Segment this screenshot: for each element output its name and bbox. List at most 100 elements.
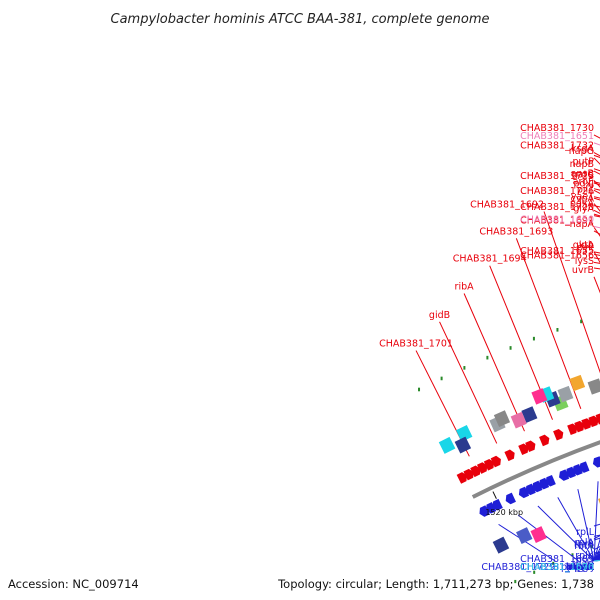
gene-label: CHAB381_1732 [520, 141, 594, 152]
feature-box [530, 526, 547, 543]
feature-box [587, 378, 600, 395]
gene-label: CHAB381_1633 [520, 562, 594, 573]
forward-gene-arrow [581, 418, 592, 430]
feature-box [510, 411, 527, 429]
forward-gene-arrow [574, 420, 585, 433]
forward-gene-arrow [567, 423, 578, 436]
gene-label: CHAB381_1641 [520, 562, 594, 573]
leader-line [517, 514, 579, 562]
gene-label: pdxA [570, 198, 595, 209]
gene-label: CHAB381_1728 [520, 202, 594, 213]
gene-label: CHAB381_1729 [481, 562, 555, 573]
leader-line [593, 251, 600, 264]
gene-label: rbfA [574, 541, 594, 552]
gene-label: CHAB381_1596 [520, 562, 594, 573]
gene-label: CHAB381_1632 [520, 562, 594, 573]
leader-line [463, 293, 525, 432]
gene-label: CHAB381_1656 [520, 250, 594, 261]
gene-label: gatC [572, 170, 595, 181]
gene-label: uvrB [572, 265, 594, 276]
gene-label: rplL [576, 527, 595, 538]
gc-dot [556, 327, 559, 332]
feature-box [521, 406, 538, 423]
gene-label: dnaG [569, 562, 594, 573]
reverse-gene-arrow [525, 483, 536, 496]
reverse-gene-arrow [532, 480, 543, 493]
feature-box [516, 527, 533, 545]
feature-box [493, 410, 511, 428]
gene-label: nusG [570, 562, 594, 573]
reverse-gene-arrow [518, 486, 530, 499]
leader-line [593, 197, 600, 201]
forward-gene-arrow [463, 468, 474, 481]
gene-label: CHAB381_1691 [520, 215, 594, 226]
gene-label: CHAB381_1651 [520, 131, 594, 142]
gene-label: CHAB381_1622 [520, 562, 594, 573]
tick-label: 1520 kbp [485, 508, 523, 517]
kbp-ticks: 1520 kbp1540 kbp1560 kbp1580 kbp1600 kbp… [485, 491, 523, 517]
leader-line [593, 209, 600, 215]
reverse-gene-arrow [565, 466, 576, 479]
gene-label: napB [570, 159, 594, 170]
leader-line [593, 534, 600, 537]
gene-label: rpsT [573, 562, 594, 573]
reverse-gene-arrow [579, 461, 590, 473]
gene-label: CHAB381_1693 [479, 226, 553, 237]
gene-label: aroE [573, 177, 594, 188]
accession-text: Accession: NC_009714 [8, 577, 139, 591]
reverse-gene-arrow [592, 456, 600, 468]
leader-line [593, 251, 600, 254]
gene-label: CHAB381_1661 [520, 562, 594, 573]
gene-label: rplK [575, 551, 595, 562]
gene-label: pyk [577, 242, 595, 253]
gene-label: napA [570, 219, 595, 230]
gene-label: CHAB381_1726 [520, 186, 594, 197]
leader-line [577, 489, 595, 562]
gc-dot [571, 553, 574, 557]
gene-label: CHAB381_1670 [520, 562, 594, 573]
reverse-gene-arrow [486, 502, 497, 514]
gc-dot [486, 355, 489, 360]
gene-label: cvpA [571, 194, 595, 205]
forward-gene-arrow [539, 434, 550, 447]
gene-label: glnA [573, 240, 595, 251]
leader-line [498, 523, 556, 562]
feature-box [569, 374, 586, 392]
forward-gene-arrow [476, 462, 488, 474]
forward-gene-arrow [470, 465, 481, 478]
genome-summary-text: Topology: circular; Length: 1,711,273 bp… [277, 577, 594, 591]
gene-label: CHAB381_1650 [520, 215, 594, 226]
gene-label: ribA [455, 282, 475, 293]
leader-line [537, 505, 595, 562]
gene-label: thrB [574, 540, 594, 551]
leader-line [593, 481, 599, 562]
leader-line [593, 227, 600, 237]
gc-dot [463, 366, 466, 370]
gene-label: CHAB381_1696 [520, 562, 594, 573]
gc-dot [580, 319, 583, 324]
forward-gene-arrow [525, 440, 536, 453]
gene-label: hemB [566, 562, 594, 573]
forward-gene-arrow [553, 429, 564, 441]
gene-label: rpsG [572, 555, 594, 566]
leader-line [593, 261, 600, 264]
gc-dot [552, 561, 555, 566]
gene-label: CHAB381_1701 [379, 339, 453, 350]
leader-line [593, 152, 600, 157]
gene-label: putP [572, 157, 594, 168]
reverse-gene-arrow [559, 469, 570, 481]
gene-label: CHAB381_1705 [520, 562, 594, 573]
gene-label: rpsL [574, 562, 595, 573]
leader-line [593, 546, 600, 551]
gene-label: murC [568, 562, 594, 573]
leader-line [593, 535, 600, 540]
gene-label: prfA [574, 562, 594, 573]
reverse-gene-arrow [492, 498, 503, 511]
gc-dot [533, 570, 536, 574]
gc-skew-dots [418, 319, 593, 584]
gc-dot [509, 346, 512, 350]
forward-gene-arrow [595, 413, 600, 425]
feature-box [492, 536, 510, 554]
leader-line [593, 537, 600, 562]
